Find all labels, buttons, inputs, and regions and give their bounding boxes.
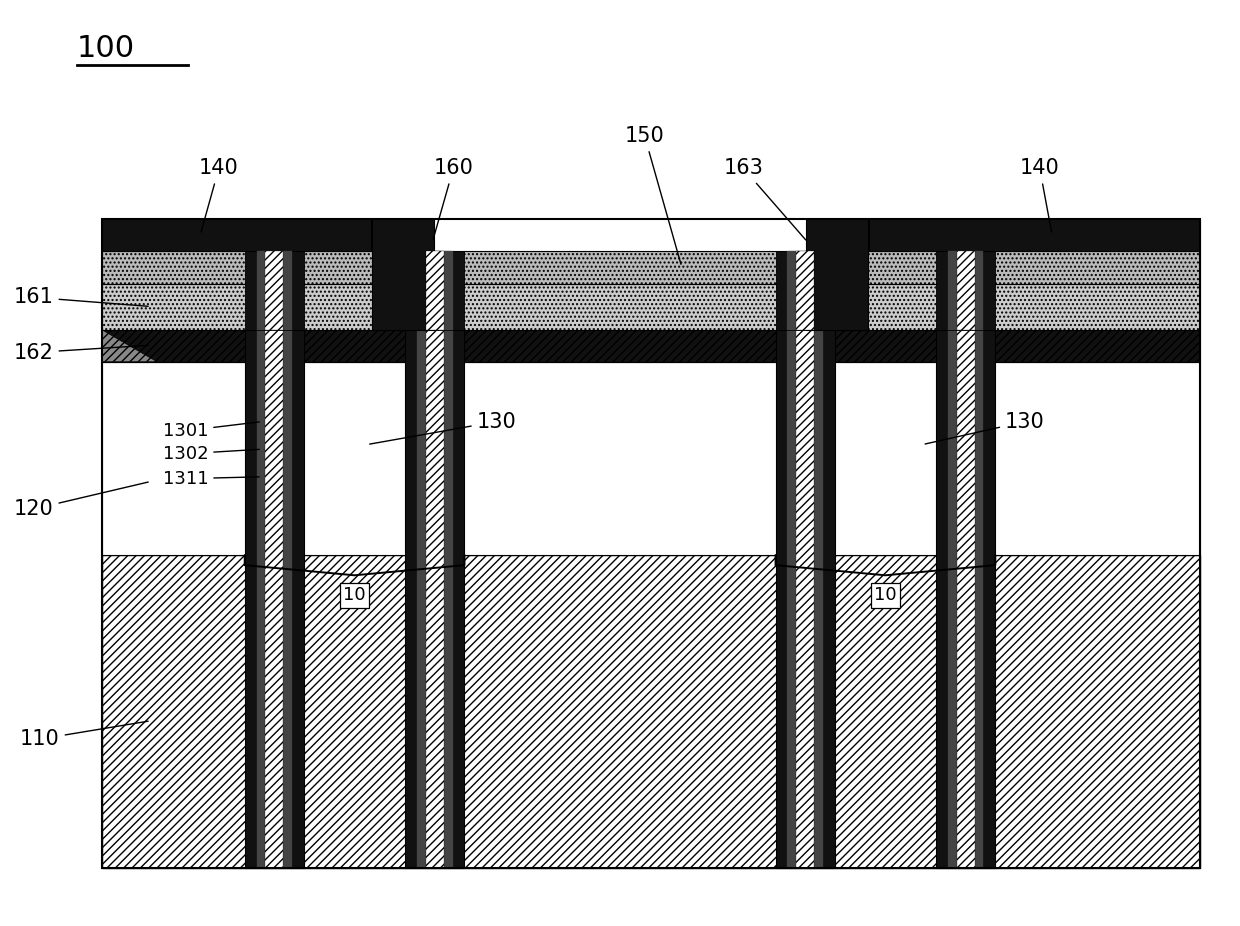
Bar bbox=[102, 283, 1200, 330]
Bar bbox=[257, 330, 293, 868]
Bar bbox=[417, 251, 453, 330]
Bar bbox=[102, 362, 1200, 555]
Bar bbox=[102, 219, 1200, 868]
Bar bbox=[936, 251, 996, 330]
Text: 130: 130 bbox=[370, 411, 516, 444]
Bar bbox=[265, 330, 283, 868]
Bar bbox=[102, 555, 1200, 868]
Bar bbox=[102, 330, 1200, 362]
Bar bbox=[405, 251, 465, 330]
Text: 10: 10 bbox=[343, 586, 366, 605]
Polygon shape bbox=[102, 330, 157, 362]
Text: 163: 163 bbox=[723, 158, 806, 240]
Bar bbox=[947, 330, 983, 868]
Text: 1301: 1301 bbox=[162, 421, 259, 440]
Bar bbox=[417, 330, 453, 868]
Bar bbox=[806, 219, 868, 330]
Bar bbox=[869, 219, 1200, 251]
Bar bbox=[787, 251, 823, 330]
Bar bbox=[244, 251, 304, 330]
Text: 160: 160 bbox=[433, 158, 474, 240]
Bar bbox=[372, 219, 434, 330]
Text: 130: 130 bbox=[925, 411, 1045, 444]
Bar bbox=[796, 251, 813, 330]
Bar bbox=[102, 251, 1200, 283]
Bar bbox=[957, 251, 975, 330]
Bar bbox=[244, 330, 304, 868]
Bar bbox=[102, 219, 371, 251]
Bar bbox=[265, 251, 283, 330]
Bar bbox=[405, 330, 465, 868]
Text: 161: 161 bbox=[14, 287, 148, 307]
Text: 1311: 1311 bbox=[162, 469, 259, 488]
Bar bbox=[775, 330, 835, 868]
Text: 100: 100 bbox=[77, 34, 135, 63]
Text: 140: 140 bbox=[198, 158, 238, 232]
Bar bbox=[427, 251, 444, 330]
Text: 110: 110 bbox=[20, 721, 148, 749]
Text: 10: 10 bbox=[874, 586, 897, 605]
Text: 150: 150 bbox=[625, 126, 681, 264]
Bar bbox=[796, 330, 813, 868]
Text: 1302: 1302 bbox=[162, 444, 259, 463]
Text: 162: 162 bbox=[14, 343, 148, 363]
Bar bbox=[947, 251, 983, 330]
Text: 140: 140 bbox=[1019, 158, 1060, 232]
Bar bbox=[787, 330, 823, 868]
Bar bbox=[257, 251, 293, 330]
Bar bbox=[957, 330, 975, 868]
Bar bbox=[775, 251, 835, 330]
Text: 120: 120 bbox=[14, 482, 149, 519]
Bar bbox=[936, 330, 996, 868]
Bar bbox=[427, 330, 444, 868]
